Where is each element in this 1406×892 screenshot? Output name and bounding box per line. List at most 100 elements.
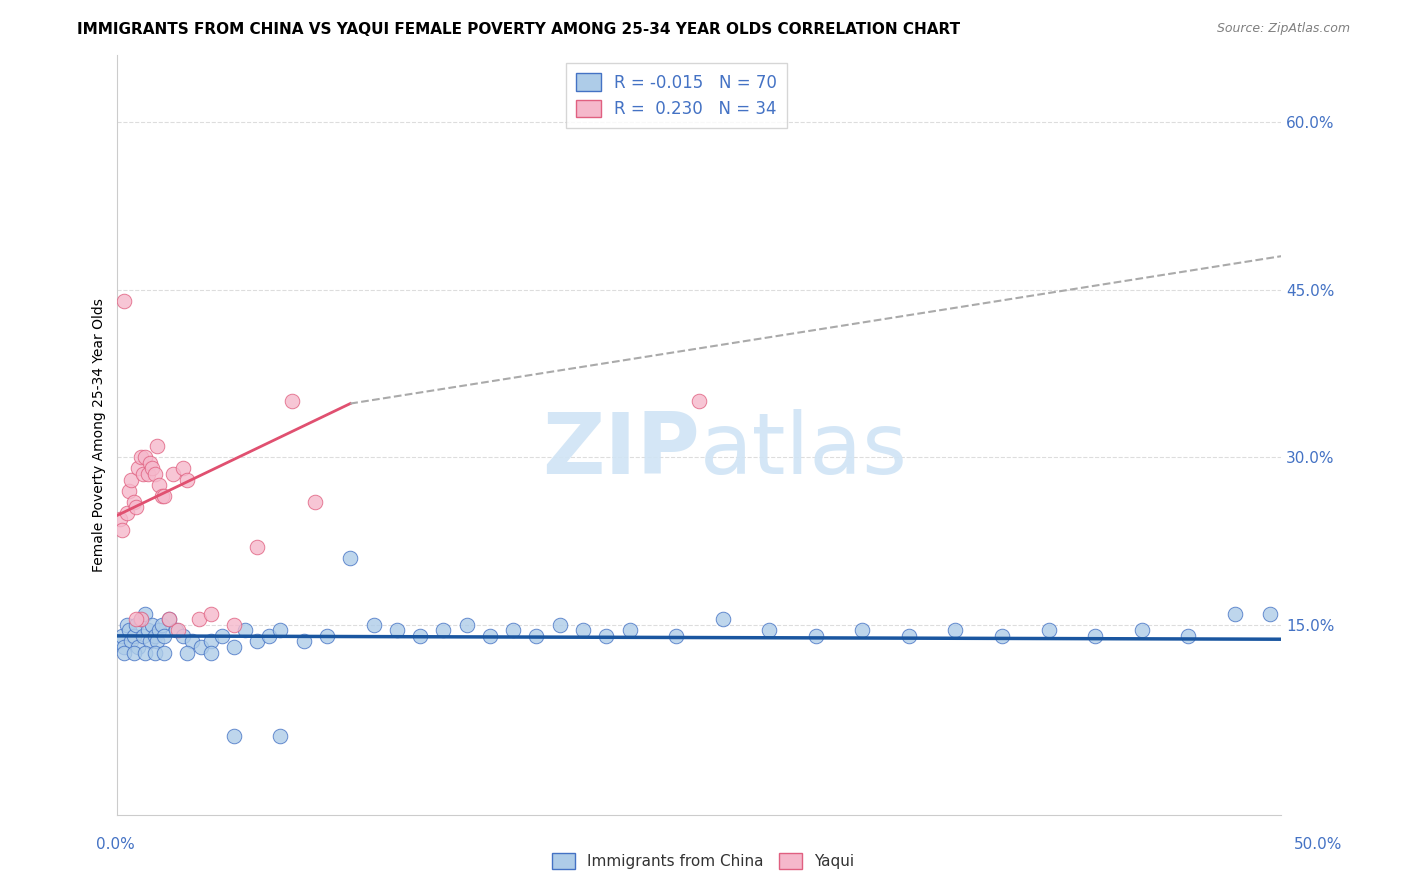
Point — [246, 540, 269, 554]
Legend: R = -0.015   N = 70, R =  0.230   N = 34: R = -0.015 N = 70, R = 0.230 N = 34 — [565, 63, 787, 128]
Text: 0.0%: 0.0% — [96, 838, 135, 852]
Point — [665, 629, 688, 643]
Point — [200, 634, 222, 648]
Point — [711, 612, 734, 626]
Point — [125, 617, 148, 632]
Point — [143, 629, 166, 643]
Point — [945, 624, 967, 638]
Point — [222, 640, 245, 654]
Point — [112, 646, 135, 660]
Point — [153, 629, 176, 643]
Point — [526, 629, 548, 643]
Point — [181, 634, 204, 648]
Point — [143, 467, 166, 481]
Point — [572, 624, 595, 638]
Point — [172, 461, 194, 475]
Point — [118, 483, 141, 498]
Text: ZIP: ZIP — [541, 409, 699, 491]
Point — [132, 467, 155, 481]
Point — [139, 634, 162, 648]
Point — [363, 617, 385, 632]
Point — [176, 473, 198, 487]
Point — [235, 624, 257, 638]
Point — [146, 439, 169, 453]
Point — [432, 624, 454, 638]
Point — [146, 634, 169, 648]
Point — [136, 467, 159, 481]
Point — [120, 473, 142, 487]
Point — [143, 646, 166, 660]
Point — [129, 612, 152, 626]
Point — [200, 646, 222, 660]
Legend: Immigrants from China, Yaqui: Immigrants from China, Yaqui — [546, 847, 860, 875]
Point — [409, 629, 432, 643]
Point — [190, 640, 212, 654]
Point — [991, 629, 1014, 643]
Point — [125, 500, 148, 515]
Point — [456, 617, 478, 632]
Point — [211, 629, 233, 643]
Point — [150, 617, 173, 632]
Point — [200, 607, 222, 621]
Point — [141, 461, 163, 475]
Point — [257, 629, 280, 643]
Point — [688, 394, 710, 409]
Point — [619, 624, 641, 638]
Point — [115, 506, 138, 520]
Point — [129, 450, 152, 465]
Point — [897, 629, 920, 643]
Point — [141, 617, 163, 632]
Point — [120, 634, 142, 648]
Point — [316, 629, 339, 643]
Point — [153, 489, 176, 503]
Point — [339, 550, 361, 565]
Point — [595, 629, 617, 643]
Text: atlas: atlas — [699, 409, 907, 491]
Point — [136, 624, 159, 638]
Point — [172, 629, 194, 643]
Point — [134, 646, 156, 660]
Point — [1038, 624, 1060, 638]
Point — [478, 629, 501, 643]
Point — [1177, 629, 1199, 643]
Point — [111, 523, 134, 537]
Point — [108, 634, 131, 648]
Point — [153, 646, 176, 660]
Point — [851, 624, 873, 638]
Point — [1130, 624, 1153, 638]
Point — [112, 640, 135, 654]
Point — [139, 456, 162, 470]
Point — [804, 629, 827, 643]
Point — [222, 730, 245, 744]
Point — [269, 624, 291, 638]
Point — [132, 629, 155, 643]
Point — [122, 646, 145, 660]
Point — [165, 624, 187, 638]
Point — [127, 461, 149, 475]
Text: IMMIGRANTS FROM CHINA VS YAQUI FEMALE POVERTY AMONG 25-34 YEAR OLDS CORRELATION : IMMIGRANTS FROM CHINA VS YAQUI FEMALE PO… — [77, 22, 960, 37]
Point — [281, 394, 304, 409]
Point — [125, 612, 148, 626]
Point — [122, 629, 145, 643]
Point — [167, 624, 190, 638]
Point — [127, 640, 149, 654]
Point — [1223, 607, 1246, 621]
Point — [292, 634, 315, 648]
Text: Source: ZipAtlas.com: Source: ZipAtlas.com — [1216, 22, 1350, 36]
Point — [1258, 607, 1281, 621]
Point — [148, 624, 170, 638]
Point — [122, 495, 145, 509]
Point — [118, 624, 141, 638]
Point — [246, 634, 269, 648]
Point — [150, 489, 173, 503]
Point — [108, 511, 131, 525]
Point — [134, 607, 156, 621]
Point — [115, 617, 138, 632]
Point — [157, 612, 180, 626]
Point — [1084, 629, 1107, 643]
Y-axis label: Female Poverty Among 25-34 Year Olds: Female Poverty Among 25-34 Year Olds — [93, 298, 107, 572]
Point — [176, 646, 198, 660]
Point — [548, 617, 571, 632]
Point — [111, 629, 134, 643]
Point — [269, 730, 291, 744]
